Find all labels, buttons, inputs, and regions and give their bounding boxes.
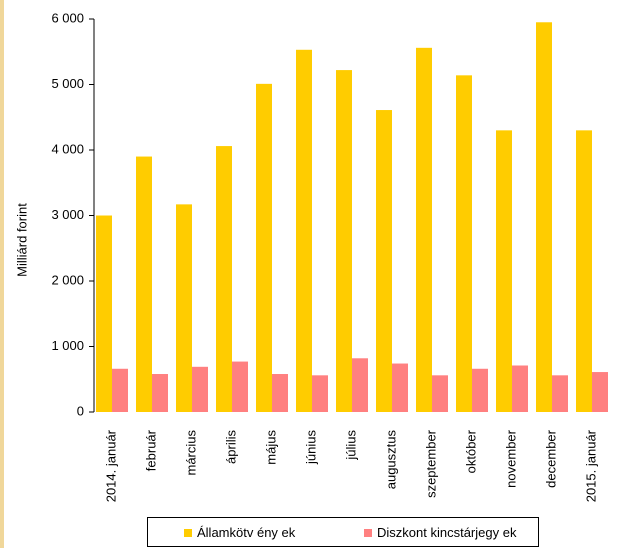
bar-allamkotvenyek	[136, 156, 152, 412]
bar-diszkont	[352, 358, 368, 412]
bar-allamkotvenyek	[536, 22, 552, 413]
left-border-stripe	[0, 0, 4, 548]
y-tick-label: 2 000	[51, 272, 84, 287]
bar-allamkotvenyek	[376, 110, 392, 413]
x-axis: 2014. január február március április május jú…	[103, 429, 598, 502]
bars-group	[96, 22, 608, 413]
y-axis: 0 1 000 2 000 3 000 4 000 5 000 6 000	[51, 10, 94, 418]
x-tick-label: augusztus	[383, 430, 398, 490]
bar-allamkotvenyek	[216, 146, 232, 412]
y-tick-label: 3 000	[51, 207, 84, 222]
bar-allamkotvenyek	[416, 47, 432, 412]
bar-diszkont	[512, 365, 528, 412]
y-axis-title: Milliárd forint	[14, 203, 29, 277]
bar-allamkotvenyek	[256, 83, 272, 412]
legend-label-diszkont: Diszkont kincstárjegy ek	[377, 525, 517, 540]
x-tick-label: június	[303, 430, 318, 465]
legend-item-diszkont: Diszkont kincstárjegy ek	[364, 525, 516, 540]
x-tick-label: október	[463, 429, 478, 473]
x-tick-label: július	[343, 430, 358, 461]
bar-diszkont	[152, 374, 168, 412]
x-tick-label: november	[503, 429, 518, 487]
bar-chart: 0 1 000 2 000 3 000 4 000 5 000 6 000 2014. ja…	[14, 10, 608, 502]
y-tick-label: 5 000	[51, 76, 84, 91]
bar-allamkotvenyek	[336, 70, 352, 412]
x-tick-label: 2014. január	[103, 429, 118, 502]
bar-allamkotvenyek	[576, 130, 592, 412]
bar-diszkont	[272, 374, 288, 412]
legend-swatch-pink	[364, 528, 372, 537]
legend-item-allamkotvenyek: Államkötv ény ek	[184, 525, 295, 540]
bar-diszkont	[312, 375, 328, 412]
x-tick-label: február	[143, 429, 158, 471]
x-tick-label: május	[263, 430, 278, 465]
bar-allamkotvenyek	[496, 130, 512, 412]
x-tick-label: március	[183, 430, 198, 476]
legend-label-allamkotvenyek: Államkötv ény ek	[197, 525, 296, 540]
x-tick-label: december	[543, 429, 558, 487]
bar-allamkotvenyek	[296, 49, 312, 412]
bar-diszkont	[392, 363, 408, 412]
bar-diszkont	[592, 372, 608, 412]
y-tick-label: 0	[77, 403, 84, 418]
y-tick-label: 1 000	[51, 338, 84, 353]
bar-allamkotvenyek	[456, 75, 472, 412]
y-tick-label: 4 000	[51, 141, 84, 156]
bar-diszkont	[432, 375, 448, 412]
x-tick-label: szeptember	[423, 429, 438, 498]
bar-diszkont	[552, 375, 568, 412]
y-tick-label: 6 000	[51, 10, 84, 25]
x-tick-label: 2015. január	[583, 429, 598, 502]
bar-diszkont	[232, 361, 248, 412]
legend: Államkötv ény ek Diszkont kincstárjegy e…	[147, 517, 539, 547]
bar-allamkotvenyek	[176, 204, 192, 412]
legend-swatch-yellow	[184, 528, 192, 537]
bar-diszkont	[112, 368, 128, 412]
bar-allamkotvenyek	[96, 215, 112, 412]
x-tick-label: április	[223, 430, 238, 464]
bar-diszkont	[472, 368, 488, 412]
bar-diszkont	[192, 366, 208, 412]
